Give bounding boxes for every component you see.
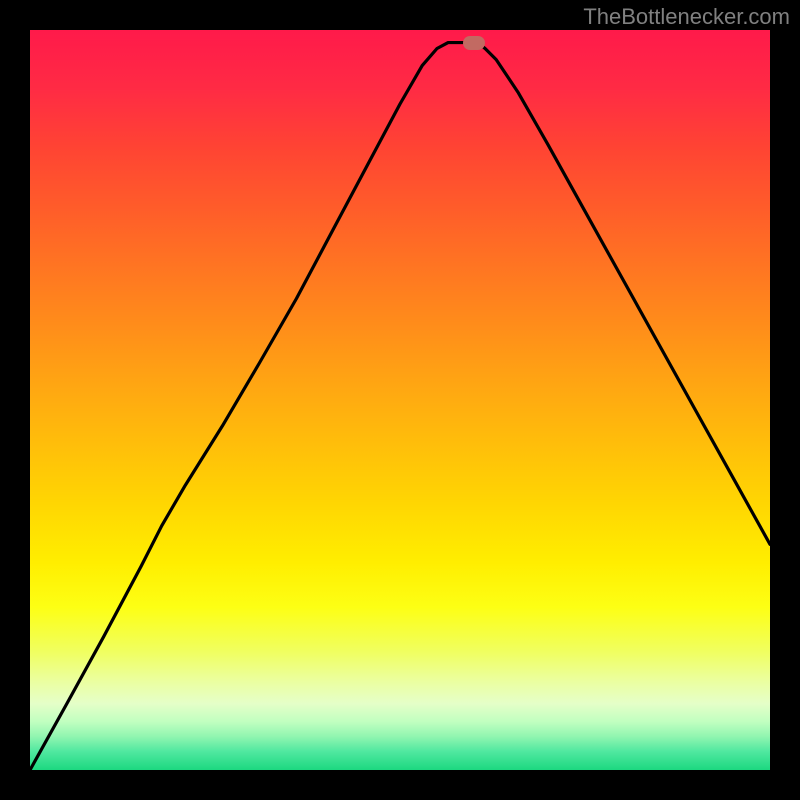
- optimal-marker: [463, 36, 485, 50]
- bottleneck-curve: [30, 30, 770, 770]
- watermark-text: TheBottlenecker.com: [583, 4, 790, 30]
- plot-area: [30, 30, 770, 770]
